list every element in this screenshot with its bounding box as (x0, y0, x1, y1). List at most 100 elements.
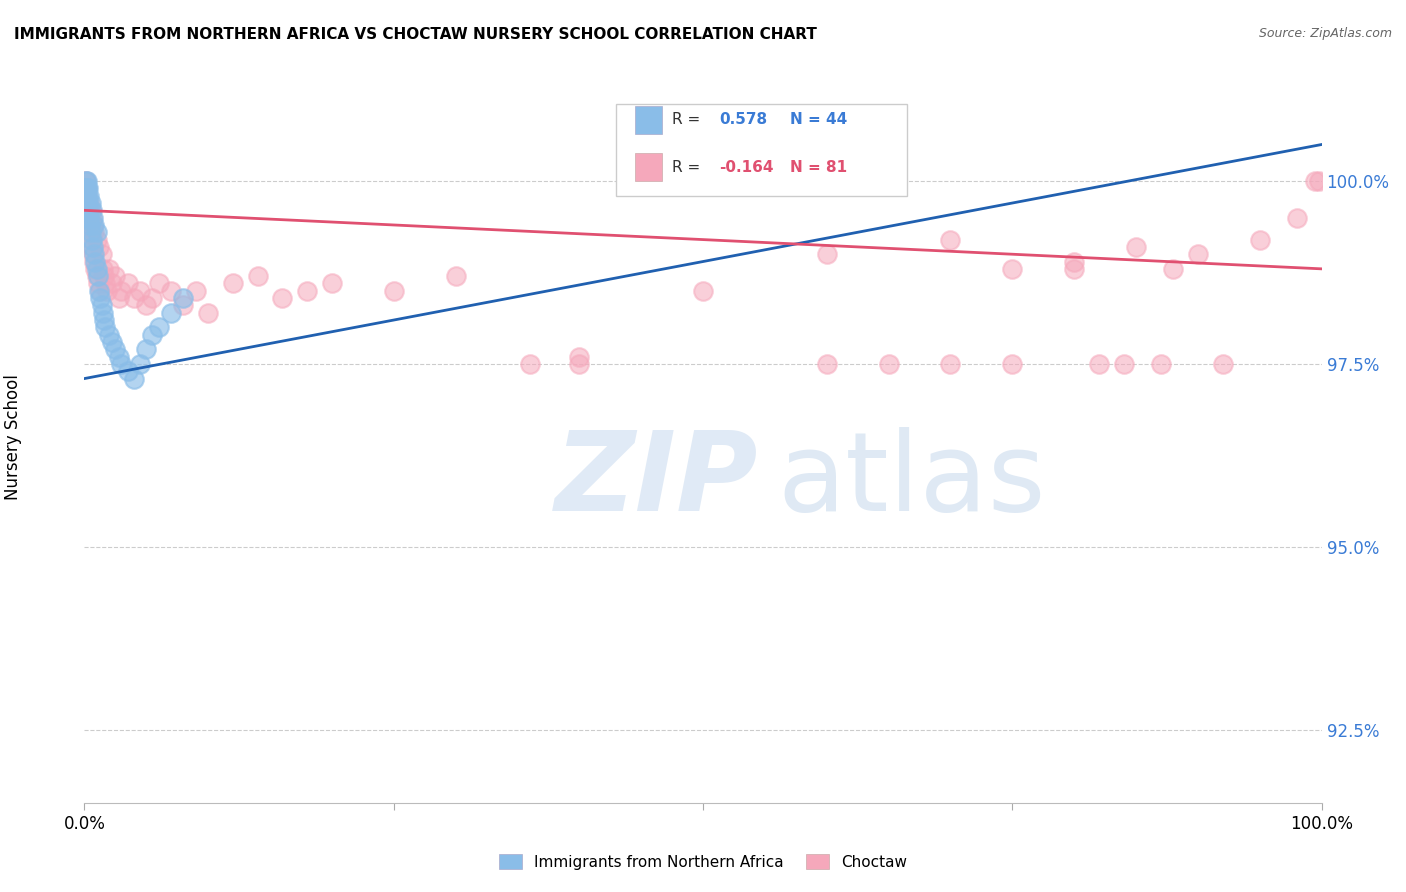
Point (79, 225, 101, 239)
Point (86, 261, 108, 276)
Point (100, 334, 122, 349)
Point (1063, 254, 1085, 268)
Point (76, 188, 98, 202)
Point (86, 269, 108, 284)
Point (93, 269, 115, 284)
Text: -0.164: -0.164 (718, 160, 773, 175)
Point (75, 181, 97, 195)
Point (1187, 247, 1209, 261)
Point (86, 233, 108, 247)
Point (160, 306, 183, 320)
Point (77, 196, 100, 211)
Point (135, 298, 157, 312)
Point (87, 269, 110, 284)
Point (1063, 261, 1085, 276)
Point (1249, 233, 1271, 247)
Point (94, 320, 117, 334)
Point (80, 211, 103, 225)
Point (90, 247, 112, 261)
Point (82, 247, 104, 261)
Point (80, 240, 103, 254)
Point (79, 225, 101, 239)
FancyBboxPatch shape (636, 153, 662, 181)
Point (79, 233, 101, 247)
Point (135, 343, 157, 357)
Point (98, 261, 121, 276)
Point (117, 277, 139, 291)
Point (222, 277, 245, 291)
Text: ZIP: ZIP (554, 427, 758, 534)
Point (79, 203, 101, 218)
Point (89, 284, 111, 298)
Point (1088, 357, 1111, 371)
Point (75, 174, 97, 188)
Point (110, 284, 132, 298)
Point (1125, 240, 1147, 254)
Point (94, 277, 117, 291)
Point (96, 284, 118, 298)
Point (1161, 261, 1184, 276)
Point (83, 218, 105, 232)
Point (271, 291, 294, 305)
Point (75, 196, 97, 211)
Point (100, 277, 122, 291)
Point (76, 174, 98, 188)
Text: N = 81: N = 81 (790, 160, 846, 175)
Point (108, 350, 131, 364)
Point (519, 357, 541, 371)
Text: 0.578: 0.578 (718, 112, 768, 128)
Point (568, 357, 591, 371)
Point (76, 188, 98, 202)
Point (1285, 211, 1308, 225)
Text: N = 44: N = 44 (790, 112, 846, 128)
Point (939, 357, 962, 371)
Point (117, 364, 139, 378)
Point (1308, 174, 1330, 188)
Point (89, 284, 111, 298)
Point (160, 284, 183, 298)
Point (444, 269, 467, 284)
Point (89, 291, 111, 305)
Point (122, 291, 145, 305)
Point (77, 218, 100, 232)
Point (98, 327, 121, 342)
Point (1212, 357, 1234, 371)
Point (148, 320, 170, 334)
Point (75, 188, 97, 202)
Point (76, 196, 98, 211)
Point (568, 350, 591, 364)
Point (80, 233, 103, 247)
Point (80, 203, 103, 218)
Point (141, 327, 163, 342)
FancyBboxPatch shape (616, 104, 907, 195)
Point (815, 357, 838, 371)
Point (76, 196, 98, 211)
Point (76, 181, 98, 195)
Point (1001, 261, 1024, 276)
Point (79, 218, 101, 232)
Point (939, 233, 962, 247)
Point (141, 291, 163, 305)
Point (76, 211, 98, 225)
Point (77, 211, 100, 225)
Text: Source: ZipAtlas.com: Source: ZipAtlas.com (1258, 27, 1392, 40)
Point (122, 371, 145, 385)
Point (82, 211, 104, 225)
Point (79, 211, 101, 225)
Point (129, 357, 152, 371)
Point (73, 174, 96, 188)
Point (77, 203, 100, 218)
Point (1305, 174, 1327, 188)
Point (77, 181, 100, 195)
Point (104, 343, 127, 357)
Point (79, 196, 101, 211)
Point (91, 261, 114, 276)
Point (108, 291, 131, 305)
Point (197, 306, 219, 320)
Point (877, 357, 900, 371)
Point (93, 313, 115, 327)
Point (1112, 357, 1135, 371)
Point (89, 240, 111, 254)
Point (84, 254, 107, 268)
Point (79, 196, 101, 211)
